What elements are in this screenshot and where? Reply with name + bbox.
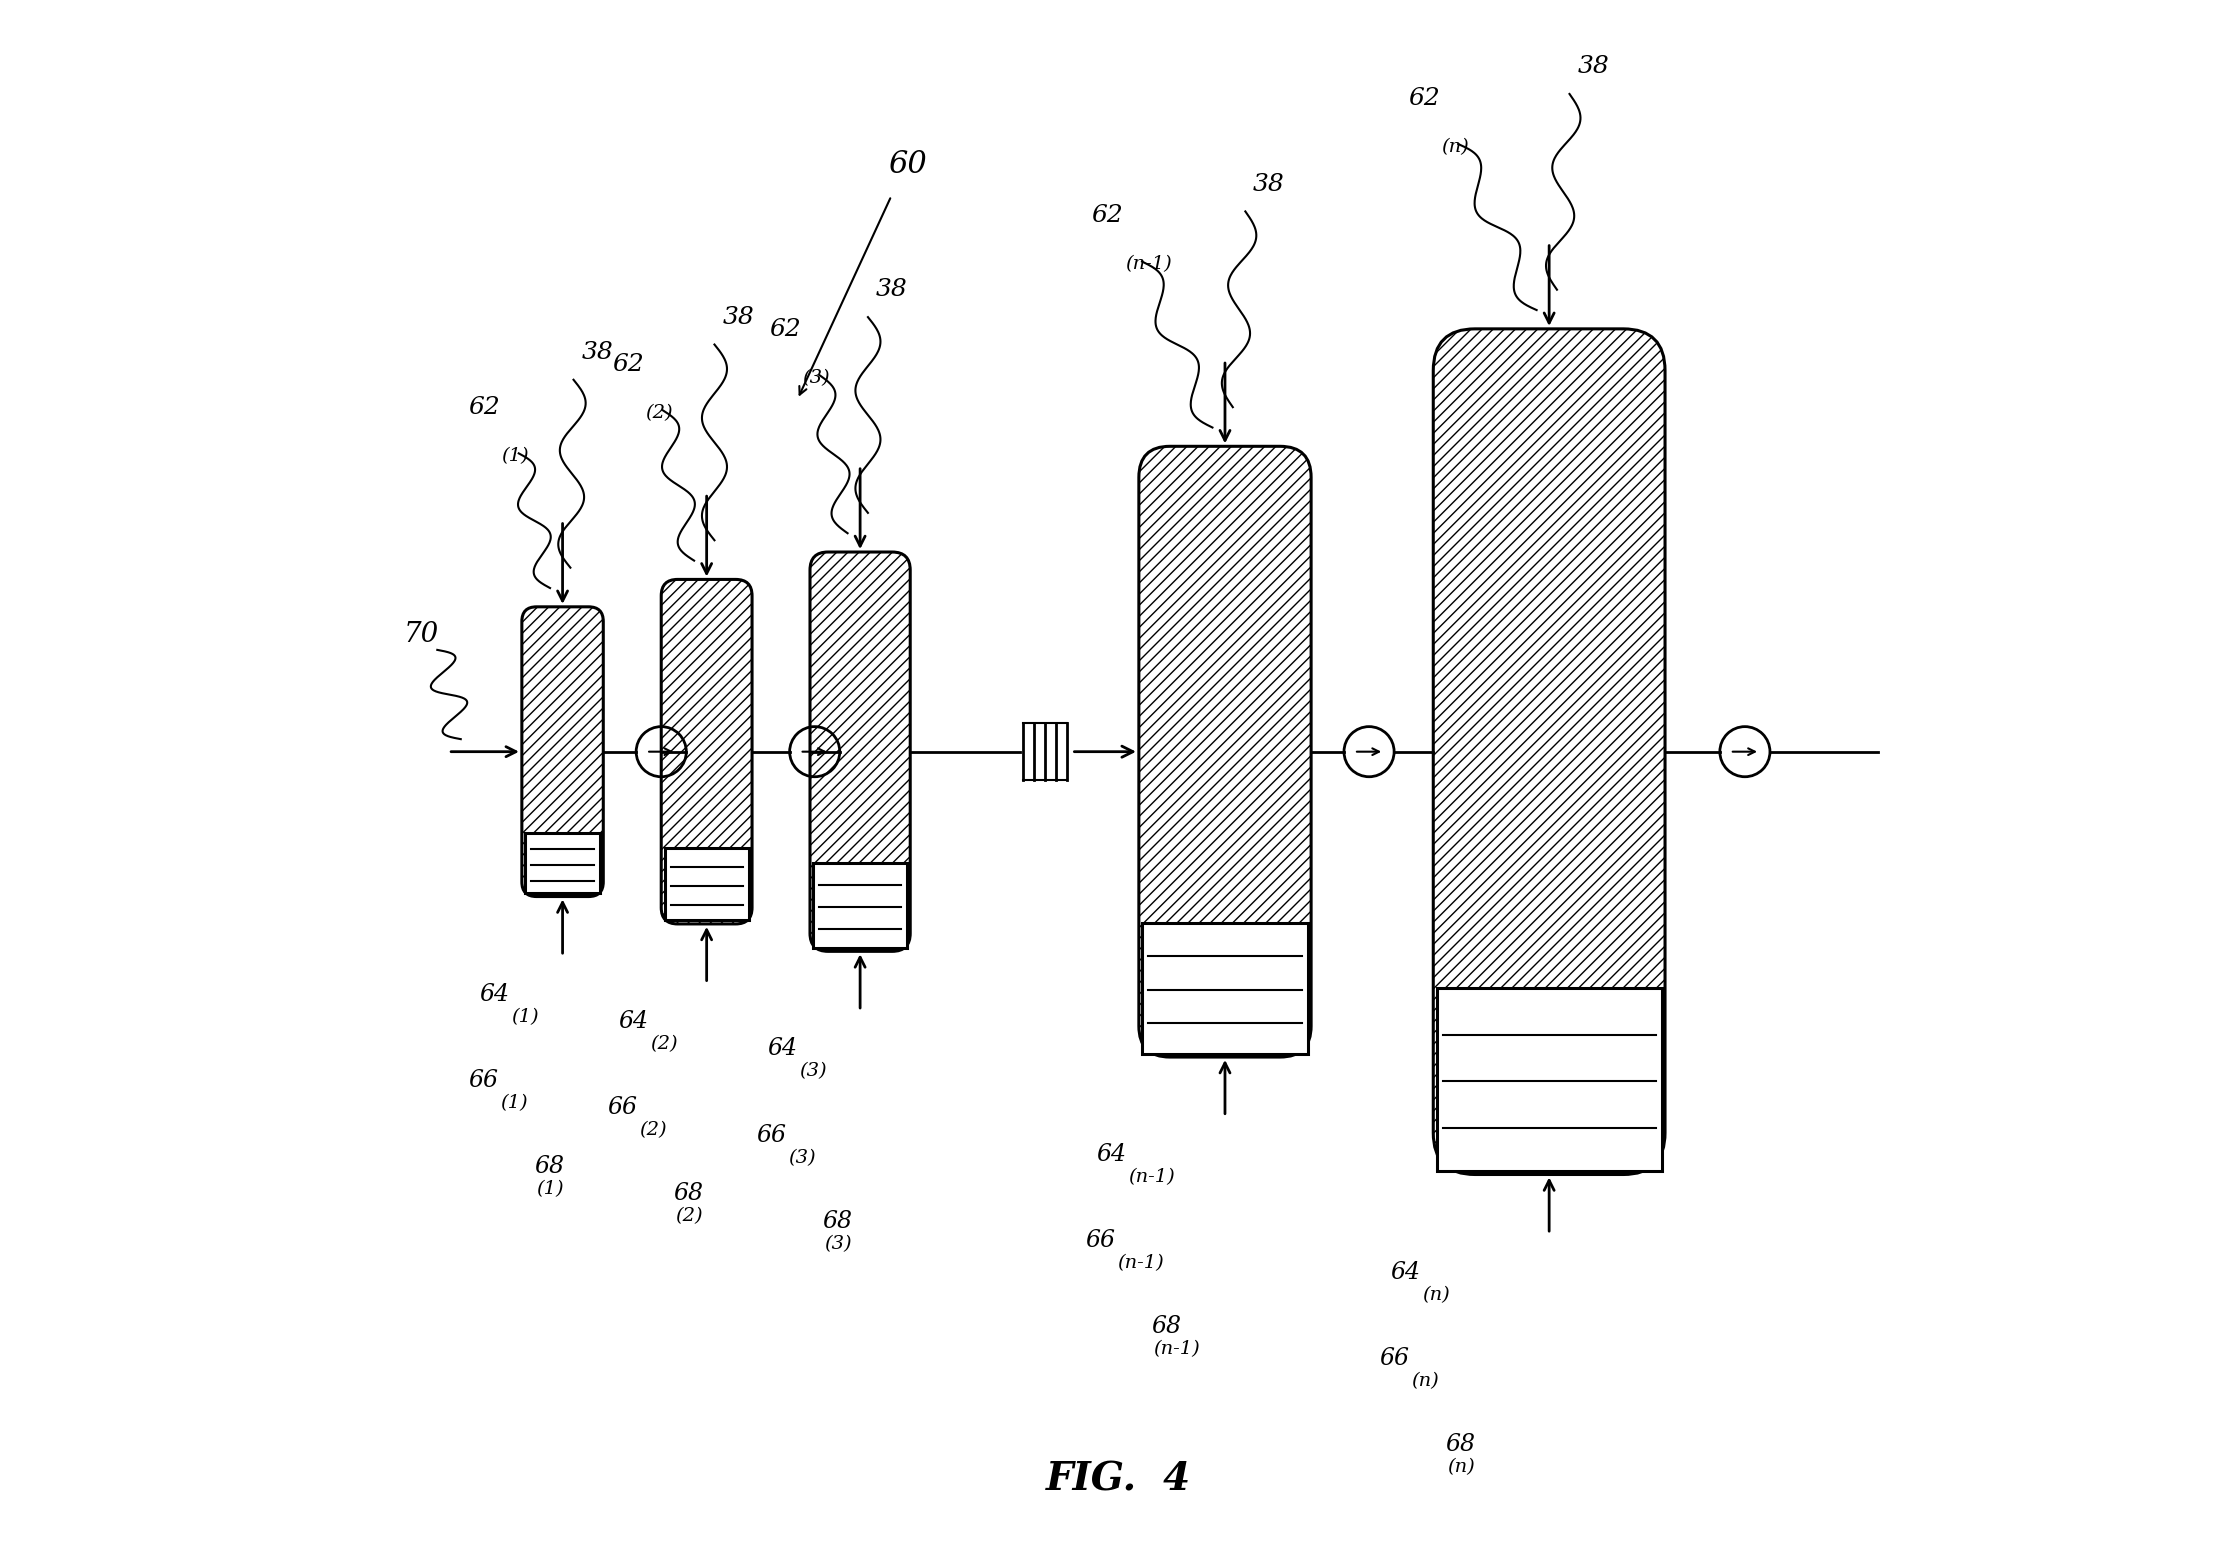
- Text: 38: 38: [723, 305, 754, 329]
- Bar: [664, 849, 749, 921]
- Text: (n-1): (n-1): [1116, 1254, 1163, 1272]
- Text: 38: 38: [1577, 55, 1608, 78]
- Text: (3): (3): [799, 1062, 828, 1081]
- Text: (2): (2): [646, 404, 673, 421]
- Text: (2): (2): [651, 1035, 678, 1052]
- FancyBboxPatch shape: [810, 553, 910, 951]
- Text: 66: 66: [756, 1124, 787, 1146]
- Text: FIG.  4: FIG. 4: [1047, 1461, 1190, 1499]
- Text: (n): (n): [1412, 1372, 1438, 1389]
- Text: (3): (3): [787, 1149, 817, 1167]
- Text: 70: 70: [405, 620, 438, 648]
- Text: (2): (2): [640, 1121, 667, 1138]
- Text: 64: 64: [479, 983, 510, 1005]
- Text: (n): (n): [1441, 138, 1470, 155]
- Text: (1): (1): [510, 1009, 539, 1026]
- Text: (1): (1): [537, 1181, 564, 1198]
- FancyBboxPatch shape: [1139, 446, 1311, 1057]
- Text: 64: 64: [767, 1037, 796, 1060]
- Text: 68: 68: [1445, 1433, 1476, 1456]
- Text: (n): (n): [1447, 1458, 1474, 1475]
- Text: (n-1): (n-1): [1125, 255, 1172, 272]
- Text: 68: 68: [1152, 1315, 1181, 1339]
- Text: 64: 64: [1391, 1261, 1420, 1284]
- Text: 68: 68: [823, 1209, 852, 1232]
- Text: 66: 66: [608, 1096, 638, 1120]
- Text: 62: 62: [770, 318, 801, 340]
- Text: 62: 62: [613, 352, 644, 376]
- Text: 66: 66: [1085, 1229, 1116, 1253]
- Bar: [814, 863, 906, 947]
- Text: 64: 64: [1096, 1143, 1127, 1167]
- Text: 66: 66: [468, 1068, 499, 1092]
- FancyBboxPatch shape: [1434, 329, 1664, 1174]
- Text: 38: 38: [582, 341, 613, 363]
- Text: (3): (3): [823, 1234, 852, 1253]
- Text: 60: 60: [888, 149, 926, 180]
- Text: (n-1): (n-1): [1127, 1168, 1174, 1185]
- Bar: [1143, 922, 1309, 1054]
- FancyBboxPatch shape: [521, 606, 604, 896]
- Text: 64: 64: [620, 1010, 649, 1034]
- Text: 62: 62: [1407, 86, 1441, 110]
- Text: 38: 38: [1253, 172, 1284, 196]
- FancyBboxPatch shape: [662, 579, 752, 924]
- Text: (2): (2): [676, 1207, 702, 1225]
- Text: (n-1): (n-1): [1152, 1340, 1199, 1358]
- Text: 68: 68: [673, 1182, 705, 1206]
- Text: (3): (3): [803, 370, 830, 387]
- Text: 66: 66: [1380, 1347, 1409, 1370]
- Text: (1): (1): [501, 448, 530, 465]
- Text: (n): (n): [1423, 1286, 1450, 1303]
- Bar: [1436, 988, 1662, 1171]
- Bar: [526, 833, 600, 893]
- Text: 38: 38: [875, 279, 908, 301]
- Text: 62: 62: [468, 396, 499, 418]
- Text: (1): (1): [499, 1093, 528, 1112]
- Text: 62: 62: [1092, 204, 1123, 227]
- Text: 68: 68: [535, 1154, 564, 1178]
